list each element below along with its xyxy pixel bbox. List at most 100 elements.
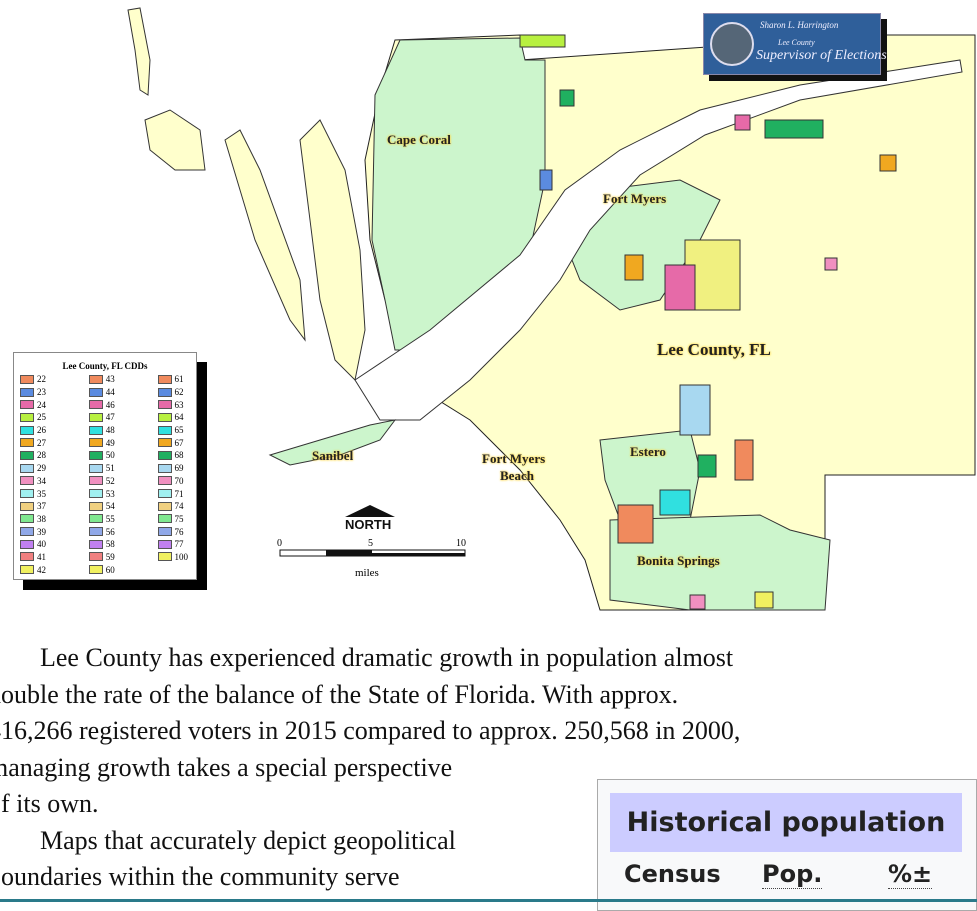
logo-office: Supervisor of Elections bbox=[756, 48, 887, 63]
historical-population-infobox: Historical population Census Pop. %± bbox=[597, 779, 977, 911]
paragraph-line: Maps that accurately depict geopolitical bbox=[0, 825, 456, 855]
legend-column: 43 44 46 47 48 49 50 51 52 53 54 55 56 58 59 60 bbox=[88, 373, 115, 576]
legend-label: 53 bbox=[105, 488, 115, 499]
legend-item: 68 bbox=[157, 449, 189, 462]
legend-item: 76 bbox=[157, 525, 189, 538]
legend-item: 60 bbox=[88, 563, 115, 576]
bottom-border bbox=[0, 899, 977, 902]
legend-swatch bbox=[20, 463, 34, 473]
river bbox=[354, 59, 963, 421]
legend-item: 75 bbox=[157, 513, 189, 526]
cdd-patch bbox=[559, 89, 575, 107]
col-percent-change[interactable]: %± bbox=[888, 860, 933, 889]
label-sanibel: Sanibel bbox=[312, 448, 354, 463]
legend-item: 23 bbox=[20, 386, 46, 399]
legend-swatch bbox=[157, 463, 172, 473]
cdd-patch bbox=[539, 169, 553, 191]
north-arrow-icon bbox=[345, 505, 395, 517]
legend-item: 55 bbox=[88, 513, 115, 526]
scale-bar-fill bbox=[372, 553, 465, 556]
sanibel-island bbox=[268, 419, 397, 466]
legend-item: 42 bbox=[20, 563, 46, 576]
legend-item: 69 bbox=[157, 462, 189, 475]
legend-label: 49 bbox=[105, 437, 115, 448]
legend-item: 65 bbox=[157, 424, 189, 437]
legend-title: Lee County, FL CDDs bbox=[62, 361, 148, 371]
legend-item: 27 bbox=[20, 436, 46, 449]
legend-swatch bbox=[157, 387, 172, 397]
label-lee-county: Lee County, FL bbox=[657, 340, 771, 359]
legend-swatch bbox=[157, 412, 172, 422]
body-text: Lee County has experienced dramatic grow… bbox=[0, 640, 740, 896]
cdd-patch bbox=[879, 154, 897, 172]
legend-swatch bbox=[88, 527, 103, 537]
paragraph-line: of its own. bbox=[0, 789, 99, 818]
bonita-area bbox=[609, 514, 831, 611]
legend-label: 60 bbox=[105, 564, 115, 575]
legend-item: 49 bbox=[88, 436, 115, 449]
legend-label: 59 bbox=[105, 551, 115, 562]
legend-item: 61 bbox=[157, 373, 189, 386]
legend-swatch bbox=[20, 387, 34, 397]
legend-item: 52 bbox=[88, 475, 115, 488]
legend-swatch bbox=[157, 501, 172, 511]
infobox-title: Historical population bbox=[610, 793, 962, 852]
cayo-costa bbox=[144, 109, 206, 171]
north-label: NORTH bbox=[345, 517, 391, 532]
legend-column: 61 62 63 64 65 67 68 69 70 71 74 75 76 77 100 bbox=[157, 373, 189, 576]
legend-label: 48 bbox=[105, 425, 115, 436]
legend-swatch bbox=[20, 438, 34, 448]
legend-label: 37 bbox=[37, 501, 46, 512]
legend-label: 41 bbox=[37, 551, 46, 562]
legend-swatch bbox=[157, 400, 172, 410]
legend-item: 37 bbox=[20, 500, 46, 513]
logo-name: Sharon L. Harrington bbox=[760, 20, 839, 30]
captiva-strip bbox=[224, 129, 306, 342]
legend-swatch bbox=[20, 425, 34, 435]
paragraph-line: 416,266 registered voters in 2015 compar… bbox=[0, 716, 741, 745]
cdd-patch bbox=[764, 119, 824, 139]
cdd-legend: Lee County, FL CDDs 22 23 24 25 26 27 28 29 34 35… bbox=[13, 352, 197, 580]
legend-label: 54 bbox=[105, 501, 115, 512]
legend-swatch bbox=[88, 387, 103, 397]
legend-swatch bbox=[88, 374, 103, 384]
legend-label: 58 bbox=[105, 539, 115, 550]
legend-label: 43 bbox=[105, 374, 115, 385]
legend-item: 22 bbox=[20, 373, 46, 386]
legend-item: 67 bbox=[157, 436, 189, 449]
legend-swatch bbox=[88, 501, 103, 511]
paragraph-line: Lee County has experienced dramatic grow… bbox=[0, 643, 734, 672]
legend-swatch bbox=[20, 412, 34, 422]
scale-unit: miles bbox=[355, 567, 379, 579]
legend-item: 77 bbox=[157, 538, 189, 551]
legend-swatch bbox=[88, 514, 103, 524]
cdd-patch bbox=[734, 439, 754, 481]
legend-swatch bbox=[157, 539, 172, 549]
pine-island bbox=[299, 119, 366, 382]
legend-swatch bbox=[20, 527, 34, 537]
label-fort-myers: Fort Myers bbox=[603, 191, 667, 206]
paragraph-line: managing growth takes a special perspect… bbox=[0, 752, 453, 782]
legend-item: 34 bbox=[20, 475, 46, 488]
legend-label: 23 bbox=[37, 387, 46, 398]
scale-5: 5 bbox=[368, 538, 373, 549]
cdd-patch bbox=[679, 384, 711, 436]
cdd-patch bbox=[659, 489, 691, 516]
legend-label: 51 bbox=[105, 463, 115, 474]
label-cape-coral: Cape Coral bbox=[387, 132, 451, 147]
legend-swatch bbox=[88, 552, 103, 562]
legend-swatch bbox=[157, 476, 172, 486]
scale-10: 10 bbox=[456, 538, 466, 549]
cdd-patch bbox=[689, 594, 706, 610]
legend-swatch bbox=[20, 501, 34, 511]
col-pop[interactable]: Pop. bbox=[762, 860, 823, 889]
scale-bar-fill bbox=[326, 550, 372, 556]
legend-label: 42 bbox=[37, 564, 46, 575]
cdd-patch bbox=[617, 504, 654, 544]
legend-label: 39 bbox=[37, 526, 46, 537]
legend-label: 62 bbox=[174, 387, 184, 398]
scale-0: 0 bbox=[277, 538, 282, 549]
legend-item: 25 bbox=[20, 411, 46, 424]
legend-item: 74 bbox=[157, 500, 189, 513]
legend-swatch bbox=[20, 400, 34, 410]
